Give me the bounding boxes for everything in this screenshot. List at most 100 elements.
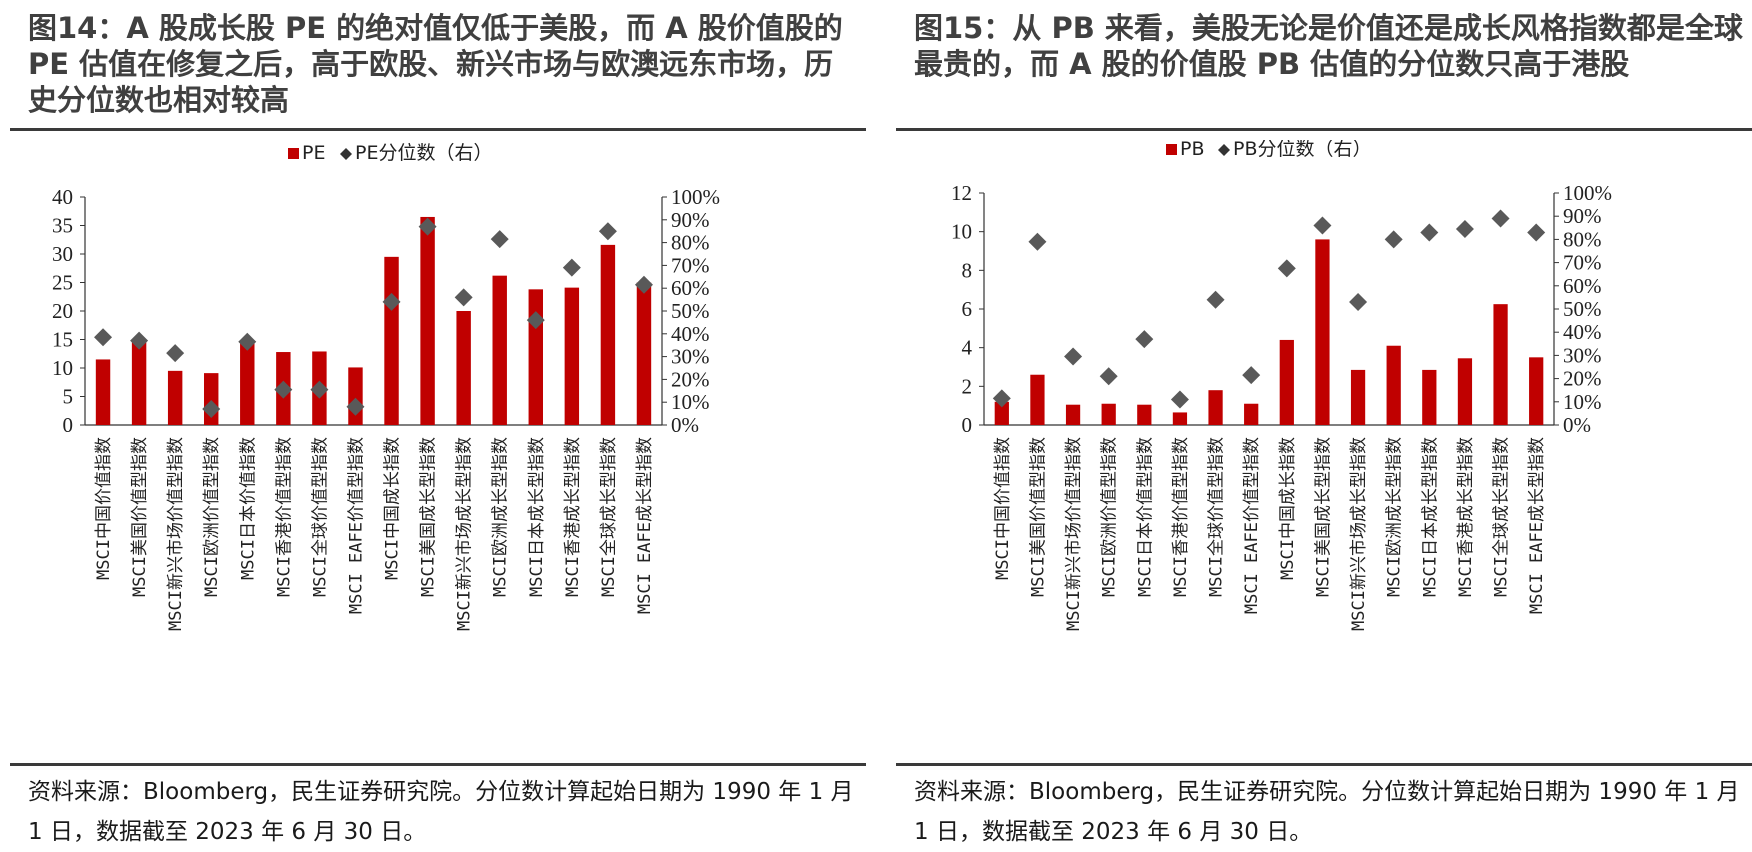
- figure-15-title: 图15：从 PB 来看，美股无论是价值还是成长风格指数都是全球最贵的，而 A 股…: [914, 11, 1743, 81]
- percentile-marker: [238, 332, 257, 351]
- category-label: MSCI日本价值型指数: [1135, 437, 1155, 597]
- left-tick-label: 8: [962, 258, 973, 282]
- bar: [1386, 345, 1401, 425]
- category-label: MSCI日本成长型指数: [1420, 437, 1440, 597]
- bar: [1208, 390, 1223, 425]
- bar: [1030, 374, 1045, 425]
- right-tick-label: 10%: [1563, 390, 1602, 414]
- figure-14-source: 资料来源：Bloomberg，民生证券研究院。分位数计算起始日期为 1990 年…: [28, 779, 854, 845]
- category-label: MSCI EAFE成长型指数: [1527, 437, 1547, 614]
- legend-label-marker: PB分位数（右）: [1233, 140, 1372, 160]
- left-tick-label: 2: [962, 374, 973, 398]
- category-label: MSCI香港价值型指数: [1171, 437, 1191, 597]
- legend-label-bar: PB: [1180, 140, 1205, 160]
- right-tick-label: 20%: [1563, 367, 1602, 391]
- right-tick-label: 0%: [671, 413, 699, 437]
- percentile-marker: [1028, 232, 1047, 251]
- percentile-marker: [490, 230, 509, 249]
- left-tick-label: 25: [52, 271, 73, 295]
- right-tick-label: 90%: [671, 208, 710, 232]
- pe-chart: 0 5 10 15 20 25 30 35 40 0%10%20%30%40%50%60%70%8…: [52, 142, 720, 631]
- bar: [1457, 358, 1473, 425]
- right-tick-label: 80%: [671, 231, 710, 255]
- category-label: MSCI日本成长型指数: [527, 437, 547, 597]
- percentile-marker: [992, 389, 1011, 408]
- category-label: MSCI香港成长型指数: [1456, 437, 1476, 597]
- bar: [420, 216, 435, 425]
- category-label: MSCI香港成长型指数: [563, 437, 583, 597]
- bar: [1065, 404, 1081, 425]
- bar: [240, 342, 255, 425]
- legend: PE PE分位数（右）: [288, 142, 492, 164]
- percentile-marker: [346, 397, 365, 416]
- left-tick-label: 4: [962, 336, 973, 360]
- category-label: MSCI新兴市场价值型指数: [1064, 437, 1084, 631]
- percentile-marker: [310, 380, 329, 399]
- percentile-marker: [202, 400, 221, 419]
- category-label: MSCI中国价值指数: [94, 437, 114, 580]
- category-label: MSCI新兴市场价值型指数: [166, 437, 186, 631]
- left-tick-label: 0: [962, 413, 973, 437]
- percentile-marker: [1384, 230, 1403, 249]
- category-label: MSCI全球价值型指数: [310, 437, 330, 597]
- right-tick-label: 10%: [671, 390, 710, 414]
- category-label: MSCI全球成长型指数: [1492, 437, 1512, 597]
- bar: [1493, 304, 1508, 425]
- source-divider: [896, 763, 1752, 766]
- percentile-marker: [418, 217, 437, 236]
- category-label: MSCI美国成长型指数: [1313, 437, 1333, 597]
- bar: [384, 256, 399, 425]
- bar: [456, 311, 471, 425]
- right-tick-label: 30%: [671, 345, 710, 369]
- bar: [1279, 339, 1294, 425]
- percentile-marker: [562, 258, 581, 277]
- percentile-marker: [1491, 209, 1510, 228]
- category-label: MSCI中国成长指数: [1278, 437, 1298, 580]
- left-tick-label: 5: [63, 385, 74, 409]
- bar: [564, 287, 580, 425]
- bar: [1137, 404, 1152, 425]
- category-label: MSCI美国价值型指数: [130, 437, 150, 597]
- category-label: MSCI欧洲成长型指数: [491, 437, 511, 597]
- percentile-marker: [1135, 330, 1154, 349]
- legend-label-bar: PE: [302, 142, 325, 164]
- category-label: MSCI香港价值型指数: [274, 437, 294, 597]
- bar: [131, 340, 147, 425]
- legend-label-marker: PE分位数（右）: [355, 142, 492, 164]
- category-label: MSCI EAFE价值型指数: [1242, 437, 1262, 614]
- category-label: MSCI全球价值型指数: [1207, 437, 1227, 597]
- category-label: MSCI日本价值指数: [238, 437, 258, 580]
- figure-15-source: 资料来源：Bloomberg，民生证券研究院。分位数计算起始日期为 1990 年…: [914, 779, 1740, 845]
- right-tick-label: 0%: [1563, 413, 1591, 437]
- category-label: MSCI欧洲价值型指数: [202, 437, 222, 597]
- percentile-marker: [1242, 366, 1261, 385]
- percentile-marker: [1064, 347, 1083, 366]
- percentile-marker: [1420, 223, 1439, 242]
- category-label: MSCI美国价值型指数: [1028, 437, 1048, 597]
- legend-swatch-marker: [1218, 144, 1230, 156]
- percentile-marker: [1206, 290, 1225, 309]
- title-divider: [896, 128, 1752, 131]
- percentile-marker: [94, 328, 113, 347]
- category-label: MSCI新兴市场成长型指数: [1349, 437, 1369, 631]
- bar: [348, 367, 363, 425]
- right-tick-label: 40%: [671, 322, 710, 346]
- right-tick-label: 60%: [671, 276, 710, 300]
- bar: [994, 401, 1009, 425]
- percentile-marker: [598, 222, 617, 241]
- percentile-marker: [454, 288, 473, 307]
- percentile-marker: [1455, 219, 1474, 238]
- bar: [600, 244, 616, 425]
- title-divider: [10, 128, 866, 131]
- category-label: MSCI欧洲价值型指数: [1100, 437, 1120, 597]
- left-tick-label: 15: [52, 328, 73, 352]
- right-tick-label: 40%: [1563, 320, 1602, 344]
- right-tick-label: 50%: [671, 299, 710, 323]
- right-tick-label: 30%: [1563, 343, 1602, 367]
- bar: [1244, 403, 1259, 425]
- right-tick-label: 70%: [671, 253, 710, 277]
- legend-swatch-marker: [340, 148, 352, 160]
- percentile-marker: [634, 275, 653, 294]
- bar: [1529, 357, 1544, 425]
- left-tick-label: 6: [962, 297, 973, 321]
